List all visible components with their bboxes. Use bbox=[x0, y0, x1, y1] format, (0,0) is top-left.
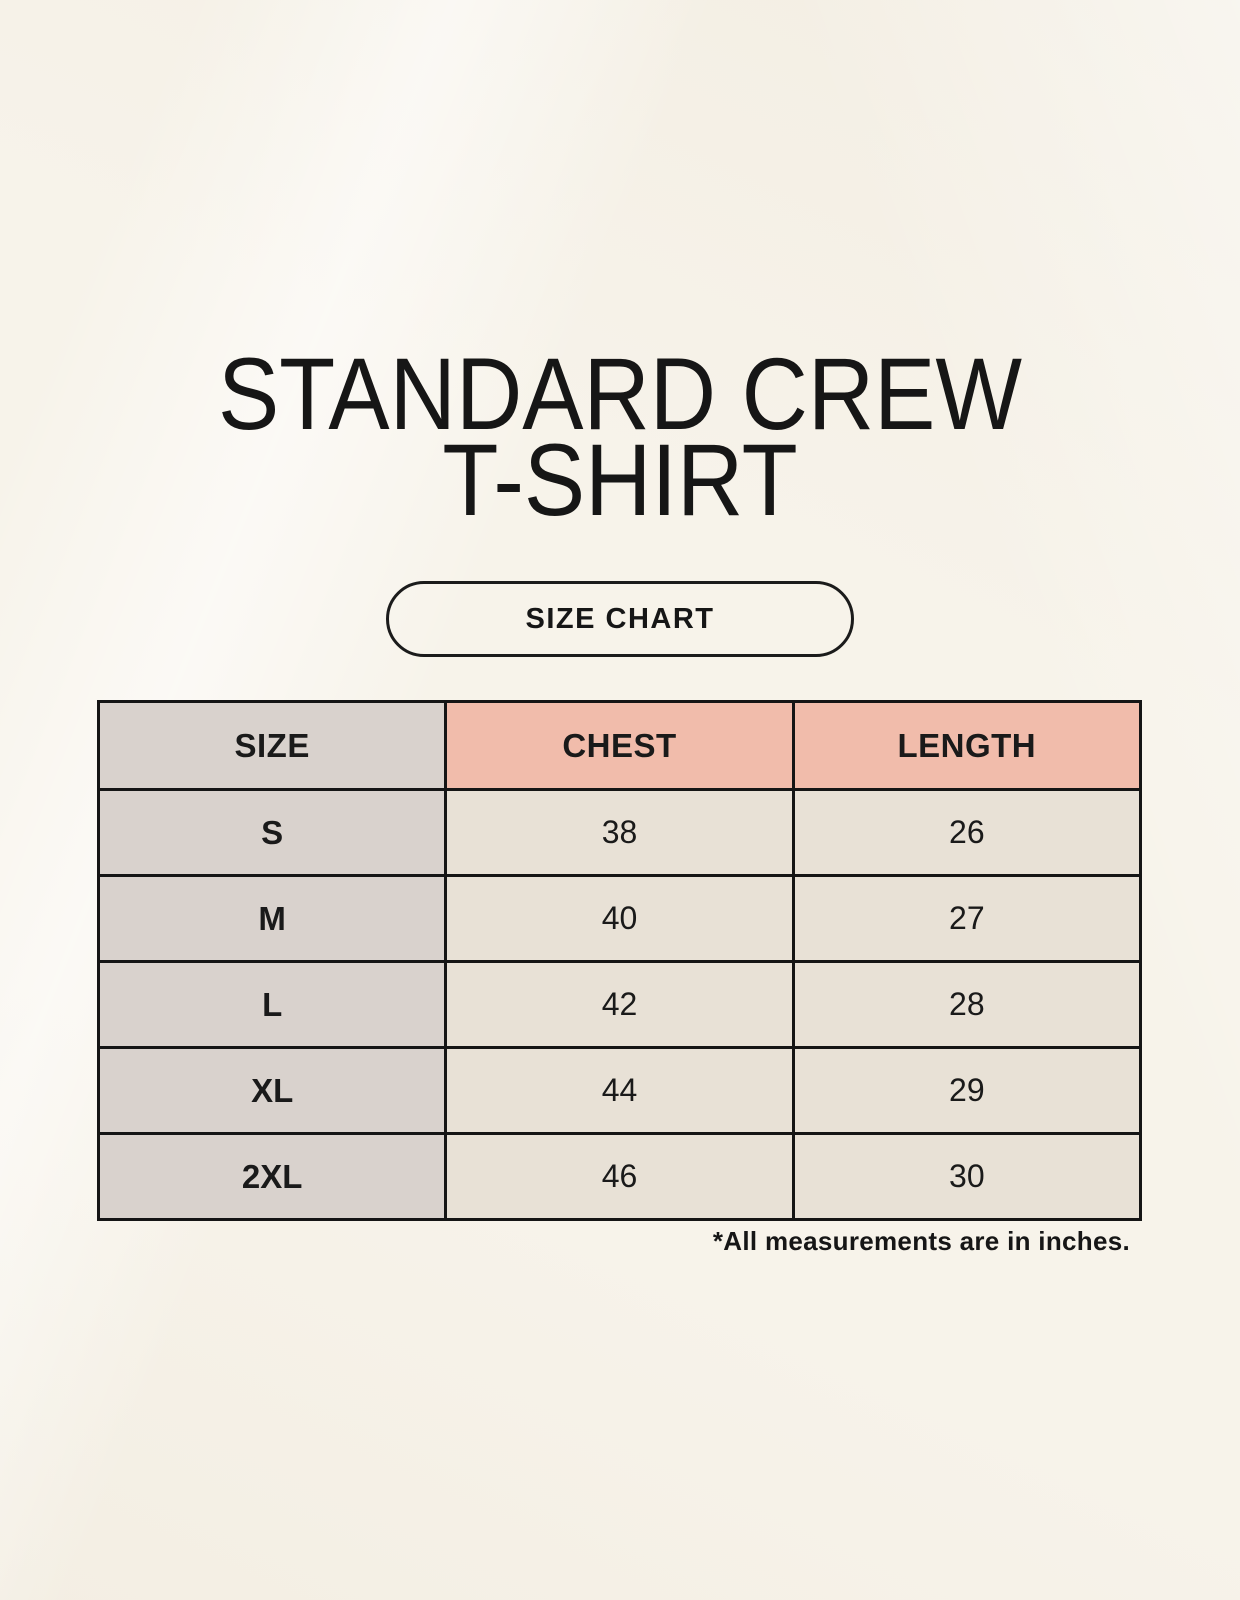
length-cell: 28 bbox=[791, 960, 1143, 1049]
chest-cell: 40 bbox=[444, 874, 795, 963]
size-chart-table: SIZE CHEST LENGTH S 38 26 M 40 27 L 42 2… bbox=[96, 700, 1143, 1221]
chest-cell: 42 bbox=[444, 960, 795, 1049]
size-cell: 2XL bbox=[96, 1132, 448, 1221]
length-cell: 26 bbox=[791, 788, 1143, 877]
table-row-s: S 38 26 bbox=[96, 788, 1143, 877]
table-row-l: L 42 28 bbox=[96, 960, 1143, 1049]
size-cell: L bbox=[96, 960, 448, 1049]
size-cell: XL bbox=[96, 1046, 448, 1135]
column-header-length: LENGTH bbox=[791, 700, 1143, 791]
page-title: STANDARD CREW T-SHIRT bbox=[62, 337, 1178, 537]
length-cell: 30 bbox=[791, 1132, 1143, 1221]
size-cell: M bbox=[96, 874, 448, 963]
page-title-line-2: T-SHIRT bbox=[442, 422, 798, 537]
page-title-line-1: STANDARD CREW bbox=[217, 337, 1023, 451]
column-header-chest: CHEST bbox=[444, 700, 795, 791]
chest-cell: 46 bbox=[444, 1132, 795, 1221]
table-row-m: M 40 27 bbox=[96, 874, 1143, 963]
size-cell: S bbox=[96, 788, 448, 877]
size-chart-badge: SIZE CHART bbox=[386, 581, 854, 657]
column-header-size: SIZE bbox=[96, 700, 448, 791]
length-cell: 29 bbox=[791, 1046, 1143, 1135]
table-row-xl: XL 44 29 bbox=[96, 1046, 1143, 1135]
chest-cell: 38 bbox=[444, 788, 795, 877]
length-cell: 27 bbox=[791, 874, 1143, 963]
size-chart-badge-label: SIZE CHART bbox=[525, 602, 715, 635]
table-row-2xl: 2XL 46 30 bbox=[96, 1132, 1143, 1221]
measurement-footnote: *All measurements are in inches. bbox=[712, 1226, 1130, 1256]
table-header-row: SIZE CHEST LENGTH bbox=[96, 700, 1143, 791]
chest-cell: 44 bbox=[444, 1046, 795, 1135]
